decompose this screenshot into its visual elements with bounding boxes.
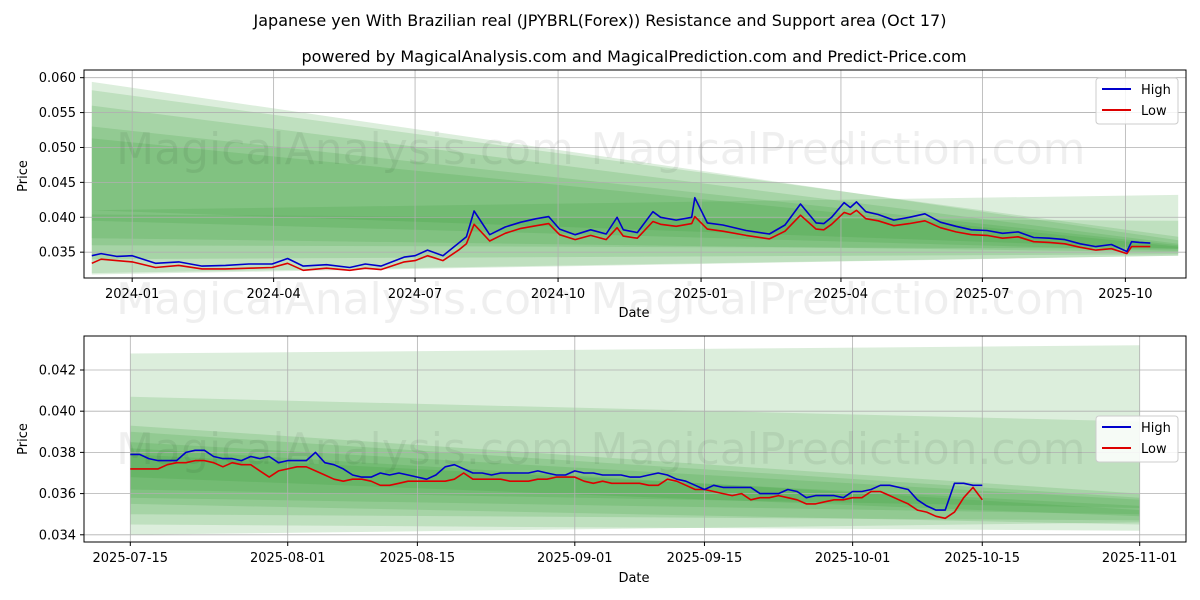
legend-low-label: Low [1141,104,1167,119]
top-chart-lines [91,196,1151,272]
bottom-chart-frame [83,335,1187,543]
top-chart-y-label: Price [16,160,31,192]
forecast-band [130,454,1140,517]
top-chart-y-ticks: 0.035 0.040 0.045 0.050 0.055 0.060 [39,71,84,261]
bottom-chart-lines [130,449,983,520]
x-tick-label: 2025-01 [674,287,728,302]
x-tick-label: 2024-04 [246,287,300,302]
x-tick-label: 2024-01 [105,287,159,302]
forecast-band [130,396,1140,531]
bottom-chart-panel: MagicalAnalysis.com MagicalPrediction.co… [16,335,1187,586]
legend-high-label: High [1141,421,1171,436]
x-tick-label: 2025-10-01 [815,551,891,566]
forecast-band [130,448,1140,525]
watermark-analysis: MagicalAnalysis.com [116,274,574,325]
chart-subtitle: powered by MagicalAnalysis.com and Magic… [301,47,966,66]
x-tick-label: 2025-07-15 [93,551,169,566]
top-chart-legend: High Low [1095,77,1179,125]
x-tick-label: 2024-10 [531,287,585,302]
watermark-prediction: MagicalPrediction.com [591,274,1086,325]
forecast-band [91,138,1179,251]
y-tick-label: 0.034 [39,528,76,543]
forecast-band [130,345,1140,535]
legend-low-label: Low [1141,442,1167,457]
top-chart-x-ticks: 2024-01 2024-04 2024-07 2024-10 2025-01 2025-… [105,278,1153,302]
y-tick-label: 0.045 [39,176,76,191]
x-tick-label: 2025-08-15 [380,551,456,566]
top-chart-grid [84,70,1186,278]
forecast-band [91,81,1179,249]
series-line-low [91,209,1151,272]
bottom-chart-x-ticks: 2025-07-15 2025-08-01 2025-08-15 2025-09-01… [93,542,1178,566]
x-tick-label: 2025-10-15 [944,551,1020,566]
y-tick-label: 0.055 [39,106,76,121]
top-chart-frame [83,69,1187,279]
x-tick-label: 2025-09-01 [537,551,613,566]
watermark-prediction: MagicalPrediction.com [591,424,1086,475]
series-line-high [91,196,1151,269]
top-chart-panel: MagicalAnalysis.com MagicalPrediction.co… [16,69,1187,325]
watermark-analysis: MagicalAnalysis.com [116,424,574,475]
x-tick-label: 2025-07 [955,287,1009,302]
x-tick-label: 2025-10 [1098,287,1152,302]
y-tick-label: 0.035 [39,246,76,261]
x-tick-label: 2024-07 [388,287,442,302]
bottom-chart-legend: High Low [1095,415,1179,463]
forecast-band [91,90,1179,253]
y-tick-label: 0.060 [39,71,76,86]
series-line-low [130,459,983,520]
watermark-prediction: MagicalPrediction.com [591,124,1086,175]
x-tick-label: 2025-08-01 [250,551,326,566]
y-tick-label: 0.040 [39,211,76,226]
x-tick-label: 2025-11-01 [1102,551,1178,566]
chart-title: Japanese yen With Brazilian real (JPYBRL… [253,11,947,30]
top-chart-x-label: Date [618,306,649,321]
series-line-high [130,449,983,511]
forecast-band [91,194,1179,275]
bottom-chart-watermarks: MagicalAnalysis.com MagicalPrediction.co… [116,424,1085,475]
legend-high-label: High [1141,83,1171,98]
y-tick-label: 0.040 [39,405,76,420]
y-tick-label: 0.050 [39,141,76,156]
top-chart-bands [91,81,1179,275]
x-tick-label: 2025-04 [814,287,868,302]
forecast-band [130,442,1140,508]
bottom-chart-y-label: Price [16,423,31,455]
bottom-chart-x-label: Date [618,571,649,586]
forecast-band [91,126,1179,274]
y-tick-label: 0.042 [39,363,76,378]
x-tick-label: 2025-09-15 [667,551,743,566]
watermark-analysis: MagicalAnalysis.com [116,124,574,175]
top-chart-watermarks: MagicalAnalysis.com MagicalPrediction.co… [116,124,1085,325]
y-tick-label: 0.036 [39,487,76,502]
forecast-band [130,425,1140,521]
bottom-chart-y-ticks: 0.034 0.036 0.038 0.040 0.042 [39,363,84,543]
y-tick-label: 0.038 [39,446,76,461]
bottom-chart-grid [84,336,1186,542]
